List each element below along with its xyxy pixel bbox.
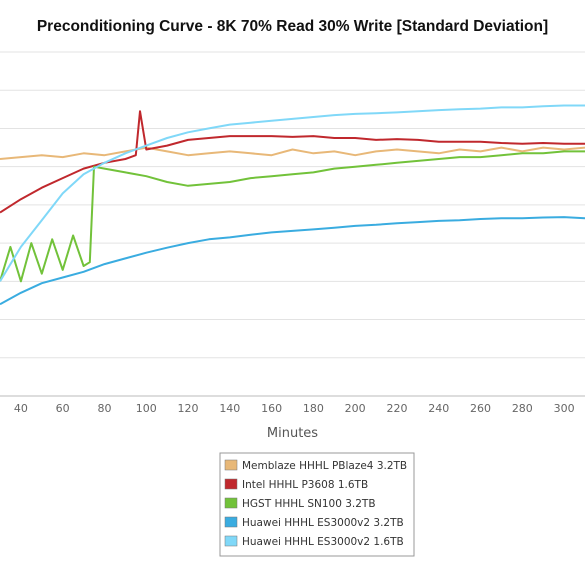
legend-swatch-4 xyxy=(224,535,238,547)
x-tick-label-80: 80 xyxy=(97,402,111,415)
x-tick-label-200: 200 xyxy=(345,402,366,415)
chart-title: Preconditioning Curve - 8K 70% Read 30% … xyxy=(36,18,549,35)
legend-label-4: Huawei HHHL ES3000v2 1.6TB xyxy=(242,536,404,548)
legend-label-0: Memblaze HHHL PBlaze4 3.2TB xyxy=(242,460,407,472)
x-tick-label-180: 180 xyxy=(303,402,324,415)
x-tick-label-240: 240 xyxy=(428,402,449,415)
x-tick-label-40: 40 xyxy=(14,402,28,415)
x-tick-label-120: 120 xyxy=(178,402,199,415)
legend-label-3: Huawei HHHL ES3000v2 3.2TB xyxy=(242,517,404,529)
series-line-1 xyxy=(0,110,585,214)
series-line-4 xyxy=(0,104,585,282)
legend-swatch-3 xyxy=(224,516,238,528)
legend-swatch-2 xyxy=(224,497,238,509)
legend-label-1: Intel HHHL P3608 1.6TB xyxy=(242,479,368,491)
x-tick-label-140: 140 xyxy=(219,402,240,415)
x-tick-label-280: 280 xyxy=(512,402,533,415)
x-axis-title: Minutes xyxy=(267,426,318,441)
legend-label-2: HGST HHHL SN100 3.2TB xyxy=(242,498,376,510)
x-tick-label-300: 300 xyxy=(554,402,575,415)
series-line-2 xyxy=(0,150,585,283)
x-tick-label-100: 100 xyxy=(136,402,157,415)
legend-box xyxy=(219,452,415,557)
x-tick-label-260: 260 xyxy=(470,402,491,415)
x-tick-label-160: 160 xyxy=(261,402,282,415)
x-tick-label-60: 60 xyxy=(56,402,70,415)
legend-swatch-0 xyxy=(224,459,238,471)
series-line-0 xyxy=(0,146,585,160)
x-tick-label-220: 220 xyxy=(386,402,407,415)
series-line-3 xyxy=(0,216,585,306)
legend-swatch-1 xyxy=(224,478,238,490)
